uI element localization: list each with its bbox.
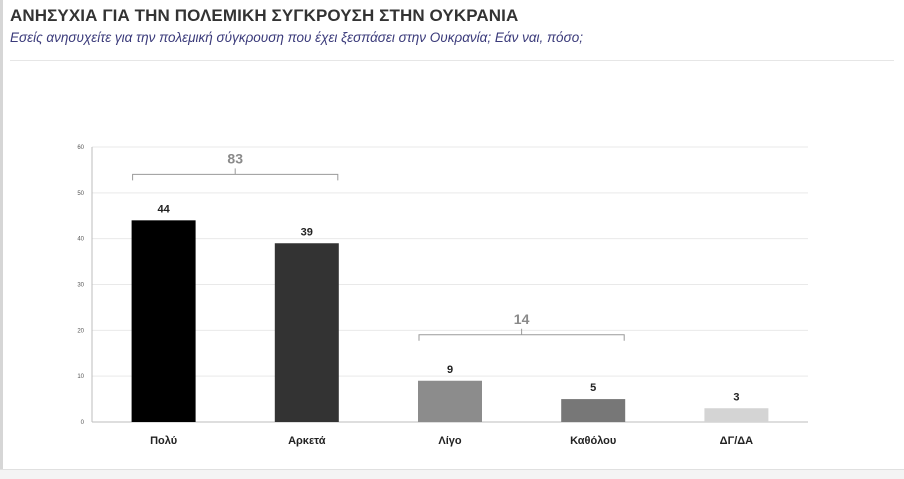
data-label: 39 bbox=[301, 226, 313, 238]
group-total-label: 83 bbox=[227, 150, 243, 166]
bar bbox=[274, 243, 339, 422]
category-label: Λίγο bbox=[438, 435, 462, 447]
category-label: Πολύ bbox=[150, 435, 177, 447]
y-tick-label: 20 bbox=[77, 328, 84, 334]
group-bracket bbox=[132, 168, 339, 181]
category-label: Αρκετά bbox=[288, 435, 326, 447]
bar bbox=[704, 408, 769, 422]
group-bracket bbox=[418, 328, 625, 341]
y-tick-label: 10 bbox=[77, 374, 84, 380]
category-label: ΔΓ/ΔΑ bbox=[720, 435, 753, 447]
y-tick-label: 0 bbox=[81, 420, 85, 426]
footer-divider bbox=[0, 469, 904, 470]
bar bbox=[561, 399, 626, 422]
data-label: 5 bbox=[590, 382, 596, 394]
data-label: 44 bbox=[157, 203, 170, 215]
header-divider bbox=[10, 60, 894, 61]
footer-band bbox=[0, 470, 904, 479]
group-total-label: 14 bbox=[514, 311, 530, 327]
chart-title: ΑΝΗΣΥΧΙΑ ΓΙΑ ΤΗΝ ΠΟΛΕΜΙΚΗ ΣΥΓΚΡΟΥΣΗ ΣΤΗΝ… bbox=[10, 6, 519, 25]
data-label: 3 bbox=[733, 391, 739, 403]
y-tick-label: 50 bbox=[77, 191, 84, 197]
left-edge-border bbox=[0, 0, 3, 479]
data-label: 9 bbox=[447, 364, 453, 376]
y-tick-label: 40 bbox=[77, 237, 84, 243]
y-tick-label: 30 bbox=[77, 283, 84, 289]
bar bbox=[131, 220, 196, 422]
category-label: Καθόλου bbox=[570, 435, 616, 447]
chart-subtitle: Εσείς ανησυχείτε για την πολεμική σύγκρο… bbox=[10, 30, 583, 45]
y-tick-label: 60 bbox=[77, 145, 84, 151]
bar bbox=[418, 380, 482, 422]
